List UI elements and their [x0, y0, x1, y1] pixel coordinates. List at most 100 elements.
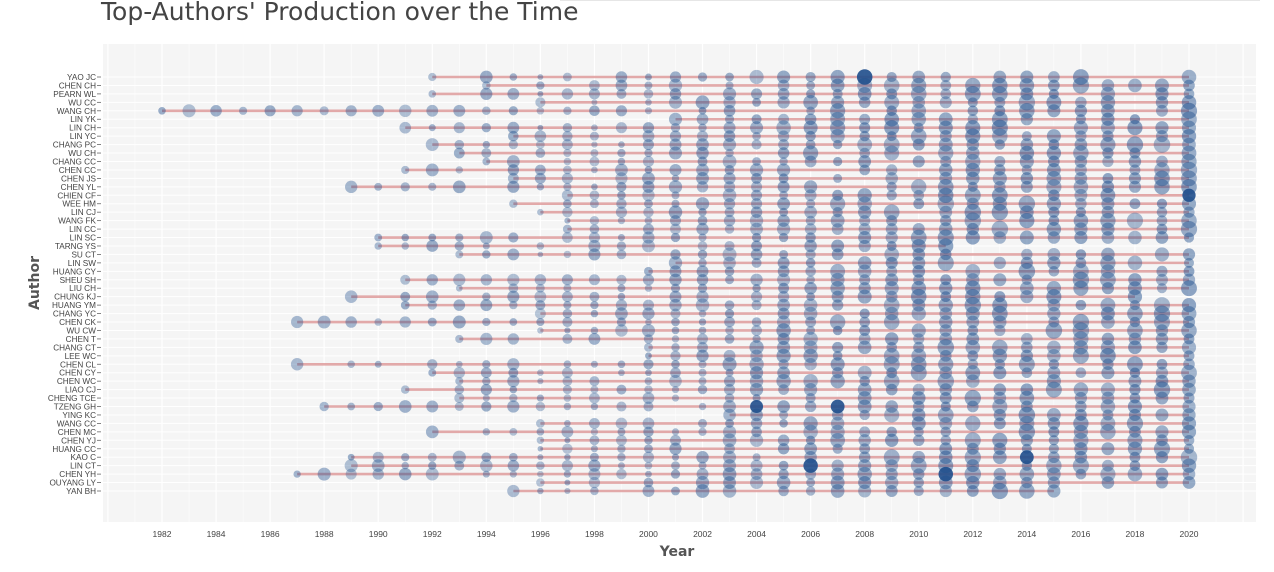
author-point — [507, 180, 520, 193]
y-tick-label: CHEN CL — [60, 360, 96, 369]
author-point — [805, 435, 816, 446]
author-point — [886, 164, 898, 176]
author-point — [725, 368, 734, 377]
author-point — [1127, 289, 1143, 304]
author-point — [965, 306, 980, 321]
author-point — [1021, 131, 1032, 142]
author-point — [725, 326, 734, 335]
author-point — [454, 384, 465, 395]
author-point — [937, 195, 955, 212]
author-point — [859, 113, 871, 125]
author-point — [1181, 458, 1197, 473]
author-point — [806, 89, 816, 99]
author-point — [643, 342, 653, 352]
author-point — [885, 383, 898, 396]
author-point — [911, 77, 927, 94]
author-point — [967, 105, 979, 117]
author-point — [670, 283, 681, 293]
author-point — [886, 241, 897, 251]
author-point — [1018, 195, 1036, 212]
author-point — [671, 199, 680, 208]
author-point — [857, 137, 873, 153]
author-point — [562, 367, 573, 379]
author-point — [618, 369, 625, 377]
author-point — [698, 233, 707, 242]
y-axis-label: Author — [27, 256, 43, 310]
author-point — [1127, 356, 1143, 373]
author-point — [669, 95, 682, 109]
author-point — [939, 450, 953, 464]
author-point — [537, 208, 544, 216]
author-point — [644, 436, 653, 445]
author-point — [722, 247, 737, 262]
author-point — [885, 332, 899, 346]
author-point — [1153, 136, 1171, 153]
author-point — [1183, 257, 1195, 268]
author-point — [453, 122, 465, 134]
author-point — [695, 197, 710, 211]
author-point — [1102, 409, 1114, 421]
author-point — [426, 104, 439, 117]
author-point — [616, 317, 627, 327]
author-point — [938, 475, 953, 490]
author-point — [1153, 305, 1171, 322]
author-point — [482, 157, 491, 166]
author-point — [482, 250, 491, 259]
author-point — [1128, 273, 1142, 287]
author-point — [561, 274, 573, 286]
author-point — [858, 231, 872, 245]
author-point — [939, 171, 953, 185]
author-point — [886, 426, 897, 438]
author-point — [452, 180, 466, 194]
author-point — [910, 457, 927, 474]
author-point — [964, 85, 981, 102]
author-point — [911, 179, 927, 195]
author-point — [805, 393, 816, 404]
author-point — [697, 341, 708, 353]
author-point — [723, 181, 736, 193]
author-point — [966, 222, 979, 236]
author-point — [992, 398, 1008, 415]
author-point — [859, 409, 870, 421]
author-point — [671, 174, 680, 183]
author-point — [1183, 392, 1195, 404]
author-point — [722, 467, 737, 481]
author-point — [883, 297, 900, 313]
author-point — [617, 157, 626, 166]
author-point — [669, 290, 682, 303]
author-point — [561, 189, 573, 201]
author-point — [830, 78, 845, 93]
author-point — [1074, 155, 1088, 168]
author-point — [725, 275, 734, 285]
author-point — [749, 340, 764, 355]
author-point — [480, 383, 492, 396]
author-point — [1074, 450, 1088, 464]
author-point — [723, 400, 736, 413]
author-point — [588, 417, 600, 429]
author-point — [1156, 283, 1168, 294]
author-point — [536, 81, 545, 90]
author-point — [428, 72, 437, 82]
author-point — [804, 155, 817, 168]
author-point — [912, 138, 925, 151]
author-point — [830, 111, 846, 127]
author-point — [427, 359, 438, 370]
author-point — [618, 141, 625, 148]
author-point — [858, 239, 871, 253]
author-point — [859, 443, 871, 455]
author-point — [724, 316, 735, 328]
author-point — [1182, 374, 1196, 388]
author-point — [830, 120, 846, 136]
author-point — [698, 123, 707, 132]
author-point — [1073, 424, 1088, 439]
author-point — [480, 367, 492, 379]
author-point — [777, 88, 790, 100]
author-point — [1020, 180, 1033, 193]
author-point — [1101, 112, 1115, 126]
author-point — [830, 280, 845, 296]
author-point — [886, 190, 897, 201]
author-point — [1156, 104, 1168, 117]
author-point — [910, 356, 927, 373]
author-point — [1100, 347, 1116, 364]
author-point — [750, 459, 763, 472]
